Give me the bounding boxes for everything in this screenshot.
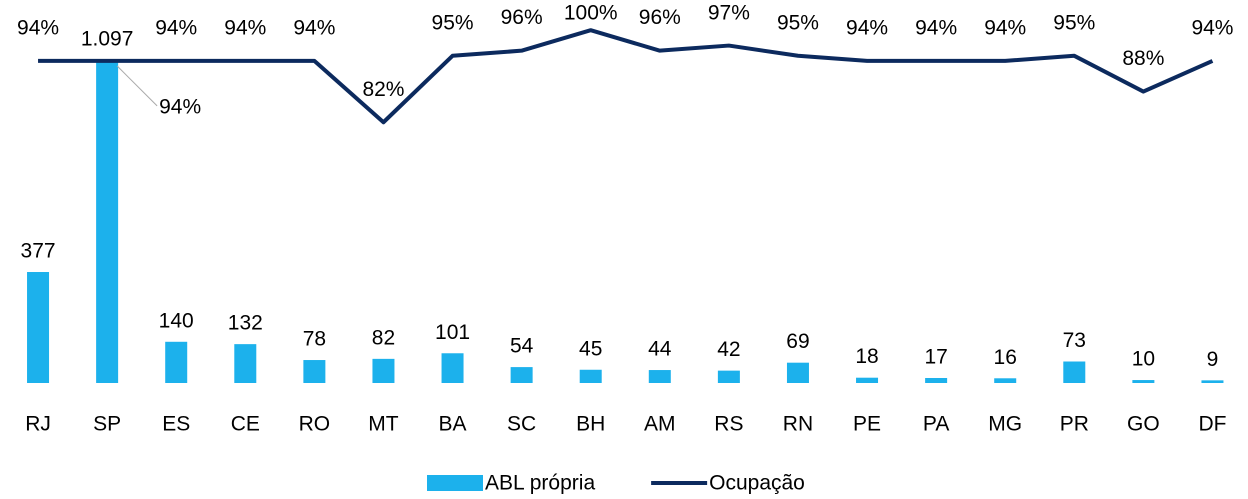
line-value-label: 94% (984, 16, 1026, 39)
bar-value-label: 17 (924, 346, 947, 369)
bar-value-label: 42 (717, 338, 740, 361)
x-tick-label: PE (853, 413, 881, 436)
x-tick-label: AM (644, 413, 676, 436)
x-tick-label: PA (923, 413, 949, 436)
line-value-label: 94% (915, 16, 957, 39)
x-tick-label: GO (1127, 413, 1160, 436)
bar (648, 370, 671, 383)
bar-value-label: 16 (994, 346, 1017, 369)
bar (234, 344, 257, 383)
line-value-label: 94% (846, 16, 888, 39)
bar (1063, 361, 1086, 383)
bar (441, 353, 464, 383)
x-tick-label: BH (576, 413, 605, 436)
legend-label: Ocupação (709, 472, 805, 495)
bar (717, 370, 740, 383)
line-value-label: 95% (777, 11, 819, 34)
line-value-label: 97% (708, 2, 750, 25)
x-tick-label: DF (1198, 413, 1226, 436)
x-tick-label: RS (714, 413, 743, 436)
x-tick-label: MT (368, 413, 398, 436)
bar (786, 362, 809, 383)
bar-value-label: 54 (510, 335, 534, 358)
line-value-label: 100% (564, 2, 618, 25)
line-value-label: 94% (224, 16, 266, 39)
bar-value-label: 18 (855, 345, 878, 368)
line-value-label: 96% (501, 6, 543, 29)
bar-value-label: 10 (1132, 348, 1155, 371)
line-value-label: 94% (159, 95, 201, 118)
bar-value-label: 1.097 (81, 28, 134, 51)
line-value-label: 96% (639, 6, 681, 29)
bar-value-label: 101 (435, 321, 470, 344)
bar (994, 378, 1017, 383)
bar (1201, 380, 1224, 383)
bar-value-label: 44 (648, 338, 672, 361)
line-value-label: 95% (1053, 11, 1095, 34)
bar (27, 272, 50, 383)
bar-value-label: 69 (786, 330, 809, 353)
x-tick-label: BA (439, 413, 467, 436)
x-tick-label: ES (162, 413, 190, 436)
bar-value-label: 82 (372, 326, 395, 349)
bar-value-label: 73 (1063, 329, 1086, 352)
bar (856, 377, 879, 383)
line-value-label: 88% (1122, 47, 1164, 70)
bar-value-label: 45 (579, 337, 602, 360)
x-tick-label: RN (783, 413, 813, 436)
line-value-label: 94% (155, 16, 197, 39)
bar-value-label: 140 (159, 309, 194, 332)
bar (925, 377, 948, 383)
bar (165, 341, 188, 383)
bar (510, 367, 533, 383)
x-tick-label: SC (507, 413, 536, 436)
x-tick-label: PR (1060, 413, 1089, 436)
leader-line (116, 65, 158, 107)
line-value-label: 94% (293, 16, 335, 39)
bar (1132, 380, 1155, 383)
bar (96, 60, 119, 383)
x-tick-label: SP (93, 413, 121, 436)
line-value-label: 94% (17, 16, 59, 39)
x-tick-label: MG (988, 413, 1022, 436)
bar-value-label: 9 (1207, 348, 1219, 371)
line (38, 28, 1214, 125)
x-tick-label: CE (231, 413, 260, 436)
bar-value-label: 377 (21, 240, 56, 263)
x-tick-label: RJ (25, 413, 51, 436)
line-value-label: 94% (1191, 16, 1233, 39)
x-tick-label: RO (299, 413, 331, 436)
bar (372, 358, 395, 383)
legend-label: ABL própria (485, 472, 595, 495)
bar-value-label: 78 (303, 328, 326, 351)
bar (303, 360, 326, 383)
bar-value-label: 132 (228, 312, 263, 335)
bar (579, 369, 602, 383)
line-value-label: 95% (432, 11, 474, 34)
legend-swatch (427, 475, 483, 491)
line-value-label: 82% (362, 78, 404, 101)
